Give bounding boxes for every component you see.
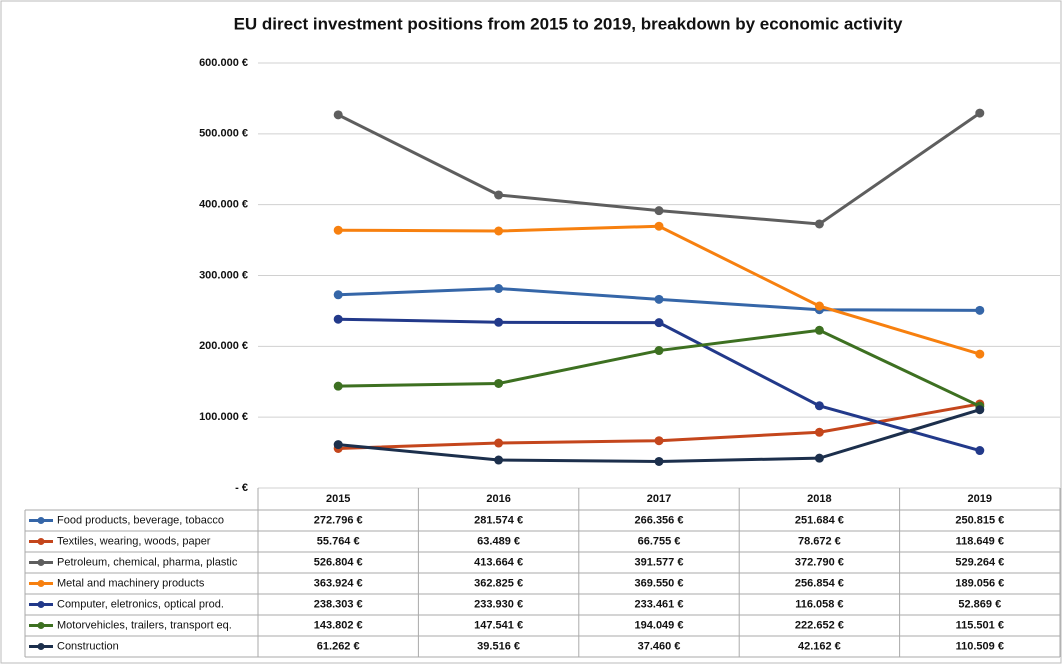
table-cell: 55.764 € bbox=[317, 535, 360, 547]
legend-label: Construction bbox=[57, 640, 119, 652]
table-cell: 369.550 € bbox=[635, 577, 684, 589]
data-point bbox=[814, 301, 824, 311]
table-cell: 372.790 € bbox=[795, 556, 844, 568]
table-cell: 194.049 € bbox=[635, 619, 684, 631]
chart-title: EU direct investment positions from 2015… bbox=[234, 14, 903, 33]
data-point bbox=[654, 456, 664, 466]
table-cell: 78.672 € bbox=[798, 535, 841, 547]
table-cell: 143.802 € bbox=[314, 619, 363, 631]
table-cell: 66.755 € bbox=[638, 535, 681, 547]
data-point bbox=[494, 226, 504, 236]
table-cell: 116.058 € bbox=[795, 598, 843, 610]
table-cell: 189.056 € bbox=[955, 577, 1004, 589]
table-cell: 42.162 € bbox=[798, 640, 841, 652]
x-tick-label: 2018 bbox=[807, 493, 831, 505]
table-cell: 147.541 € bbox=[474, 619, 523, 631]
table-cell: 63.489 € bbox=[477, 535, 520, 547]
data-point bbox=[494, 438, 504, 448]
data-point bbox=[494, 317, 504, 327]
y-tick-label: 100.000 € bbox=[199, 411, 248, 423]
table-cell: 233.930 € bbox=[474, 598, 523, 610]
legend-swatch bbox=[37, 622, 45, 629]
data-point bbox=[975, 405, 985, 415]
data-point bbox=[654, 221, 664, 231]
data-point bbox=[975, 446, 985, 456]
data-point bbox=[654, 318, 664, 328]
table-cell: 281.574 € bbox=[474, 514, 523, 526]
legend-swatch bbox=[37, 643, 45, 650]
table-cell: 529.264 € bbox=[955, 556, 1004, 568]
table-cell: 52.869 € bbox=[958, 598, 1001, 610]
y-tick-label: 200.000 € bbox=[199, 340, 248, 352]
data-point bbox=[654, 436, 664, 446]
table-cell: 362.825 € bbox=[474, 577, 523, 589]
data-point bbox=[494, 284, 504, 294]
data-point bbox=[333, 440, 343, 450]
x-tick-label: 2016 bbox=[486, 493, 510, 505]
table-cell: 233.461 € bbox=[635, 598, 684, 610]
table-cell: 115.501 € bbox=[956, 619, 1004, 631]
table-cell: 110.509 € bbox=[956, 640, 1004, 652]
data-point bbox=[333, 381, 343, 391]
data-point bbox=[975, 305, 985, 315]
table-cell: 39.516 € bbox=[477, 640, 520, 652]
y-tick-label: - € bbox=[235, 482, 248, 494]
table-cell: 266.356 € bbox=[635, 514, 684, 526]
table-cell: 256.854 € bbox=[795, 577, 844, 589]
data-point bbox=[814, 453, 824, 463]
data-point bbox=[814, 427, 824, 437]
x-tick-label: 2019 bbox=[968, 493, 992, 505]
legend-swatch bbox=[37, 517, 45, 524]
y-tick-label: 600.000 € bbox=[199, 57, 248, 69]
table-cell: 222.652 € bbox=[795, 619, 844, 631]
data-point bbox=[975, 349, 985, 359]
data-point bbox=[333, 110, 343, 120]
data-point bbox=[494, 455, 504, 465]
table-cell: 251.684 € bbox=[795, 514, 844, 526]
table-cell: 391.577 € bbox=[635, 556, 684, 568]
legend-label: Motorvehicles, trailers, transport eq. bbox=[57, 619, 232, 631]
table-cell: 413.664 € bbox=[474, 556, 523, 568]
data-point bbox=[814, 401, 824, 411]
data-point bbox=[654, 294, 664, 304]
table-cell: 250.815 € bbox=[955, 514, 1004, 526]
data-point bbox=[333, 225, 343, 235]
table-cell: 61.262 € bbox=[317, 640, 360, 652]
data-point bbox=[494, 378, 504, 388]
data-point bbox=[814, 325, 824, 335]
table-cell: 37.460 € bbox=[638, 640, 681, 652]
data-point bbox=[654, 346, 664, 356]
data-point bbox=[654, 206, 664, 216]
table-cell: 272.796 € bbox=[314, 514, 363, 526]
legend-label: Textiles, wearing, woods, paper bbox=[57, 535, 211, 547]
table-cell: 363.924 € bbox=[314, 577, 363, 589]
legend-swatch bbox=[37, 580, 45, 587]
data-point bbox=[494, 190, 504, 200]
data-point bbox=[975, 108, 985, 118]
y-tick-label: 500.000 € bbox=[199, 128, 248, 140]
legend-swatch bbox=[37, 538, 45, 545]
y-tick-label: 300.000 € bbox=[199, 269, 248, 281]
data-point bbox=[333, 290, 343, 300]
data-point bbox=[333, 314, 343, 324]
legend-label: Metal and machinery products bbox=[57, 577, 205, 589]
data-point bbox=[814, 219, 824, 229]
x-tick-label: 2017 bbox=[647, 493, 671, 505]
table-cell: 118.649 € bbox=[956, 535, 1004, 547]
table-cell: 238.303 € bbox=[314, 598, 363, 610]
legend-swatch bbox=[37, 601, 45, 608]
legend-label: Petroleum, chemical, pharma, plastic bbox=[57, 556, 238, 568]
legend-label: Computer, eletronics, optical prod. bbox=[57, 598, 224, 610]
x-tick-label: 2015 bbox=[326, 493, 350, 505]
y-tick-label: 400.000 € bbox=[199, 199, 248, 211]
legend-swatch bbox=[37, 559, 45, 566]
table-cell: 526.804 € bbox=[314, 556, 363, 568]
legend-label: Food products, beverage, tobacco bbox=[57, 514, 224, 526]
